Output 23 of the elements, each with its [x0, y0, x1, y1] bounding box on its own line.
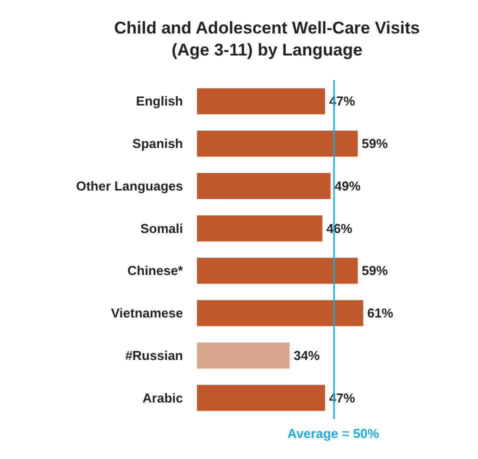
data-label: 49%	[334, 178, 361, 194]
data-label: 34%	[294, 348, 320, 363]
bar	[197, 300, 364, 326]
y-tick-label: Arabic	[142, 390, 183, 406]
data-label: 59%	[362, 263, 388, 278]
y-tick-label: Somali	[140, 220, 183, 236]
y-tick-label: #Russian	[125, 348, 184, 363]
bar	[197, 172, 331, 199]
bar	[197, 215, 322, 242]
ref-line-label: Average = 50%	[287, 426, 380, 441]
y-tick-label: Other Languages	[76, 178, 183, 194]
chart-title: Child and Adolescent Well-Care Visits (Age 3-11) by Language	[114, 18, 420, 60]
y-tick-label: English	[136, 94, 184, 109]
bar	[197, 384, 326, 411]
bar	[197, 342, 290, 368]
data-label: 61%	[367, 306, 394, 321]
bar	[197, 258, 358, 284]
bar	[197, 88, 326, 114]
y-tick-label: Chinese*	[127, 263, 184, 278]
data-label: 59%	[362, 136, 388, 152]
bar	[197, 130, 358, 157]
y-tick-label: Spanish	[132, 136, 184, 152]
y-tick-label: Vietnamese	[110, 306, 183, 321]
